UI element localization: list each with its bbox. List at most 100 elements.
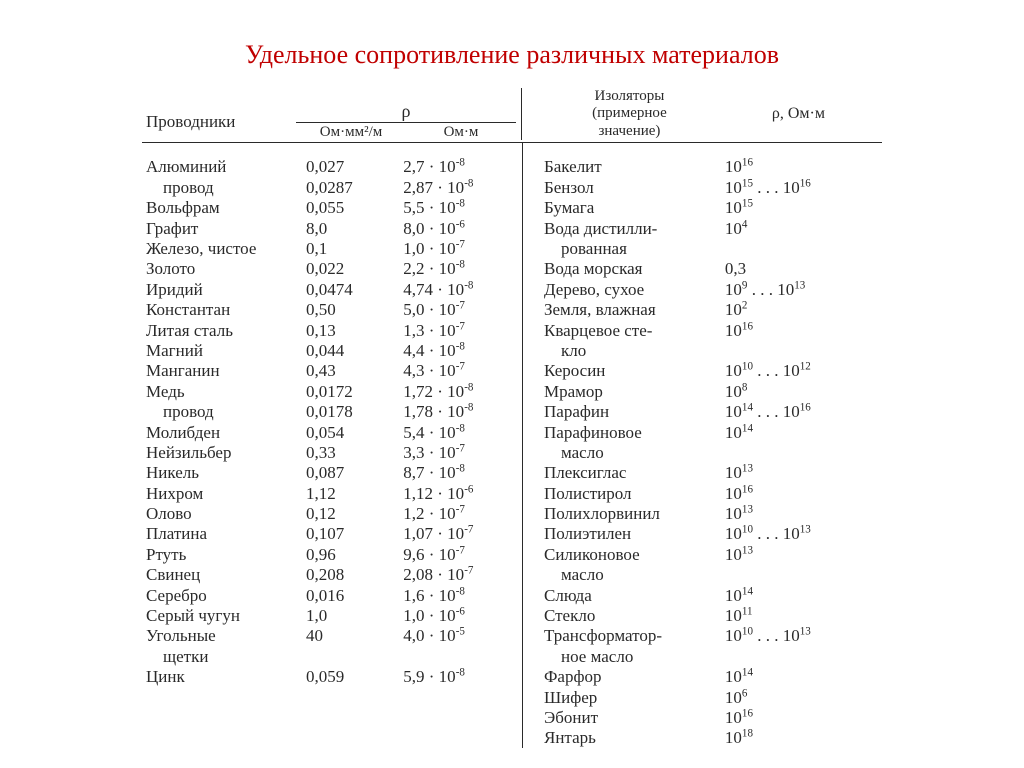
resistivity-mm2: 0,054	[294, 424, 403, 441]
material-name: Силиконовое	[540, 546, 725, 563]
table-row: Трансформатор-1010 . . . 1013	[540, 626, 882, 646]
table-row: Магний0,0444,4 · 10-8	[142, 340, 522, 360]
table-row: Графит8,08,0 · 10-6	[142, 218, 522, 238]
material-name: Железо, чистое	[142, 240, 294, 257]
resistivity-ohm-m: 1,0 · 10-6	[403, 607, 522, 624]
header-rho: ρ	[296, 102, 516, 123]
table-row: Нейзильбер0,333,3 · 10-7	[142, 442, 522, 462]
table-row: Угольные404,0 · 10-5	[142, 626, 522, 646]
resistivity-value: 1014	[725, 424, 882, 441]
resistivity-mm2: 0,107	[294, 525, 403, 542]
resistivity-value: 1016	[725, 709, 882, 726]
resistivity-ohm-m: 4,74 · 10-8	[403, 281, 522, 298]
resistivity-ohm-m: 2,87 · 10-8	[403, 179, 522, 196]
material-name: Полихлорвинил	[540, 505, 725, 522]
material-name: Магний	[142, 342, 294, 359]
resistivity-mm2: 0,0172	[294, 383, 403, 400]
resistivity-value: 1016	[725, 158, 882, 175]
material-name: Константан	[142, 301, 294, 318]
resistivity-mm2: 0,087	[294, 464, 403, 481]
material-name: Слюда	[540, 587, 725, 604]
material-name: Угольные	[142, 627, 294, 644]
resistivity-mm2: 0,016	[294, 587, 403, 604]
material-name: Серебро	[142, 587, 294, 604]
table-row: щетки	[142, 646, 522, 666]
resistivity-ohm-m: 4,0 · 10-5	[403, 627, 522, 644]
material-name: Нихром	[142, 485, 294, 502]
resistivity-ohm-m: 1,07 · 10-7	[403, 525, 522, 542]
table-row: Бакелит1016	[540, 157, 882, 177]
material-name: Земля, влажная	[540, 301, 725, 318]
material-name: рованная	[540, 240, 725, 257]
table-row: Кварцевое сте-1016	[540, 320, 882, 340]
material-name: масло	[540, 444, 725, 461]
table-row: Слюда1014	[540, 585, 882, 605]
table-row: Платина0,1071,07 · 10-7	[142, 524, 522, 544]
table-row: Парафиновое1014	[540, 422, 882, 442]
table-row: Янтарь1018	[540, 728, 882, 748]
material-name: Мрамор	[540, 383, 725, 400]
material-name: Плексиглас	[540, 464, 725, 481]
resistivity-mm2: 1,0	[294, 607, 403, 624]
material-name: Цинк	[142, 668, 294, 685]
resistivity-value: 1013	[725, 546, 882, 563]
material-name: Дерево, сухое	[540, 281, 725, 298]
resistivity-mm2: 0,0178	[294, 403, 403, 420]
resistivity-mm2: 0,208	[294, 566, 403, 583]
material-name: Полистирол	[540, 485, 725, 502]
material-name: Никель	[142, 464, 294, 481]
resistivity-mm2: 0,33	[294, 444, 403, 461]
material-name: Нейзильбер	[142, 444, 294, 461]
table-row: Никель0,0878,7 · 10-8	[142, 463, 522, 483]
material-name: масло	[540, 566, 725, 583]
resistivity-mm2: 0,12	[294, 505, 403, 522]
material-name: Олово	[142, 505, 294, 522]
table-row: Мрамор108	[540, 381, 882, 401]
header-rho-right: ρ, Ом·м	[718, 106, 878, 122]
resistivity-value: 1014 . . . 1016	[725, 403, 882, 420]
material-name: Керосин	[540, 362, 725, 379]
material-name: Молибден	[142, 424, 294, 441]
material-name: кло	[540, 342, 725, 359]
resistivity-mm2: 0,13	[294, 322, 403, 339]
material-name: Платина	[142, 525, 294, 542]
table-header: Проводники ρ Ом·мм²/м Ом·м Изоляторы(при…	[142, 88, 882, 143]
material-name: щетки	[142, 648, 294, 665]
table-row: Земля, влажная102	[540, 299, 882, 319]
resistivity-value: 108	[725, 383, 882, 400]
resistivity-ohm-m: 5,0 · 10-7	[403, 301, 522, 318]
resistivity-ohm-m: 9,6 · 10-7	[403, 546, 522, 563]
material-name: Ртуть	[142, 546, 294, 563]
resistivity-value: 1018	[725, 729, 882, 746]
material-name: Парафиновое	[540, 424, 725, 441]
resistivity-mm2: 0,43	[294, 362, 403, 379]
insulators-column: Бакелит1016Бензол1015 . . . 1016Бумага10…	[540, 157, 882, 748]
resistivity-ohm-m: 5,5 · 10-8	[403, 199, 522, 216]
resistivity-mm2: 0,50	[294, 301, 403, 318]
resistivity-value: 104	[725, 220, 882, 237]
table-row: Серебро0,0161,6 · 10-8	[142, 585, 522, 605]
material-name: Парафин	[540, 403, 725, 420]
resistivity-ohm-m: 2,7 · 10-8	[403, 158, 522, 175]
material-name: Бакелит	[540, 158, 725, 175]
material-name: Графит	[142, 220, 294, 237]
resistivity-mm2: 0,96	[294, 546, 403, 563]
material-name: Бензол	[540, 179, 725, 196]
table-row: Манганин0,434,3 · 10-7	[142, 361, 522, 381]
material-name: Шифер	[540, 689, 725, 706]
material-name: Полиэтилен	[540, 525, 725, 542]
material-name: Трансформатор-	[540, 627, 725, 644]
material-name: Фарфор	[540, 668, 725, 685]
resistivity-value: 1010 . . . 1013	[725, 525, 882, 542]
resistivity-ohm-m: 2,08 · 10-7	[403, 566, 522, 583]
resistivity-mm2: 0,044	[294, 342, 403, 359]
column-divider	[522, 143, 540, 748]
resistivity-mm2: 0,059	[294, 668, 403, 685]
resistivity-value: 1010 . . . 1013	[725, 627, 882, 644]
resistivity-ohm-m: 4,3 · 10-7	[403, 362, 522, 379]
material-name: Эбонит	[540, 709, 725, 726]
resistivity-ohm-m: 1,2 · 10-7	[403, 505, 522, 522]
resistivity-ohm-m: 3,3 · 10-7	[403, 444, 522, 461]
table-row: Керосин1010 . . . 1012	[540, 361, 882, 381]
resistivity-ohm-m: 1,6 · 10-8	[403, 587, 522, 604]
